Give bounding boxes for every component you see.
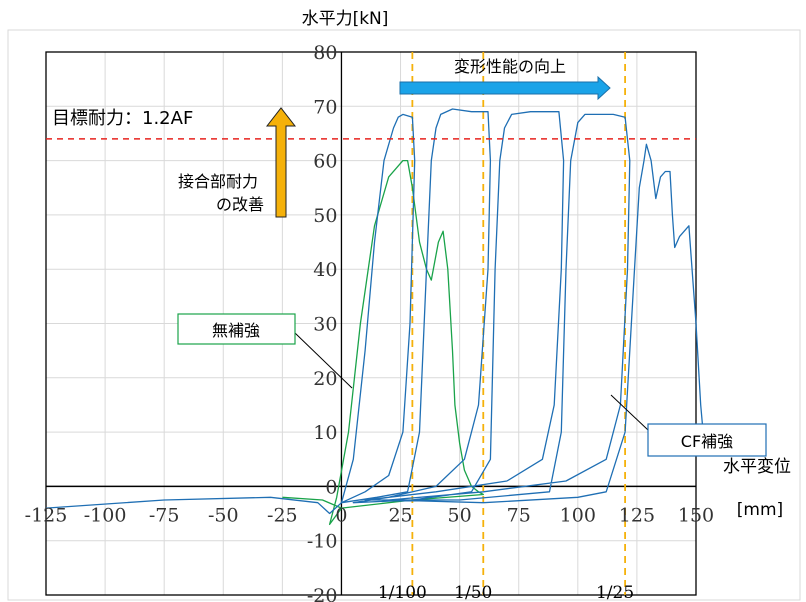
y-tick-label: 40 xyxy=(313,259,337,281)
cf-callout xyxy=(647,423,767,457)
y-tick-label: 20 xyxy=(313,368,337,390)
x-tick-label: 25 xyxy=(388,504,412,526)
deformation-label: 変形性能の向上 xyxy=(454,57,566,76)
joint-strength-label-2: の改善 xyxy=(216,195,264,214)
x-tick-label: -75 xyxy=(149,504,180,526)
x-tick-label: 50 xyxy=(448,504,472,526)
unreinforced-leader xyxy=(294,332,353,389)
cf-leader xyxy=(610,394,649,431)
drift-label: 1/50 xyxy=(454,583,492,602)
x-tick-label: 150 xyxy=(678,504,714,526)
target-strength-label: 目標耐力：1.2AF xyxy=(52,108,193,129)
x-tick-label: -100 xyxy=(84,504,127,526)
x-tick-label: -50 xyxy=(208,504,239,526)
y-tick-label: 80 xyxy=(313,42,337,64)
y-tick-label: -10 xyxy=(307,531,338,553)
y-tick-label: 0 xyxy=(325,476,337,498)
drift-label: 1/25 xyxy=(596,583,634,602)
series-line xyxy=(45,108,704,515)
y-tick-label: 70 xyxy=(313,96,337,118)
y-tick-label: -20 xyxy=(307,585,338,602)
y-tick-label: 60 xyxy=(313,151,337,173)
joint-strength-label-1: 接合部耐力 xyxy=(178,172,258,191)
unreinforced-callout xyxy=(177,313,296,345)
x-axis-title-line2: [mm] xyxy=(737,500,783,520)
chart-frame xyxy=(7,29,801,601)
series-group xyxy=(45,108,704,526)
x-tick-label: 75 xyxy=(507,504,531,526)
x-tick-label: 100 xyxy=(560,504,596,526)
drift-label: 1/100 xyxy=(378,583,427,602)
y-axis-title: 水平力[kN] xyxy=(302,9,389,29)
drift-lines: 1/100 1/50 1/25 xyxy=(378,52,634,602)
y-tick-label: 30 xyxy=(313,314,337,336)
y-tick-label: 50 xyxy=(313,205,337,227)
x-tick-label: 0 xyxy=(335,504,347,526)
x-tick-label: -125 xyxy=(25,504,68,526)
x-tick-label: 125 xyxy=(619,504,655,526)
deformation-arrow xyxy=(399,75,611,101)
y-tick-label: 10 xyxy=(313,422,337,444)
joint-strength-arrow xyxy=(265,107,297,218)
x-axis-title-line1: 水平変位 xyxy=(723,457,791,477)
unreinforced-label: 無補強 xyxy=(212,321,260,340)
x-tick-label: -25 xyxy=(267,504,298,526)
axes xyxy=(45,51,697,596)
cf-label: CF補強 xyxy=(681,432,733,451)
